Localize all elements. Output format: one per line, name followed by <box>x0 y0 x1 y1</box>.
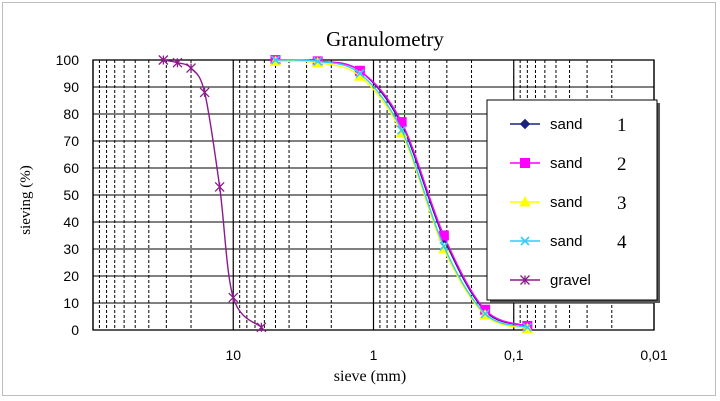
x-axis-title: sieve (mm) <box>334 368 406 385</box>
data-point <box>438 230 449 241</box>
x-tick-label: 0,01 <box>640 347 667 363</box>
legend-marker <box>519 195 531 207</box>
x-tick-label: 1 <box>370 347 378 363</box>
legend-label: sand <box>550 233 583 250</box>
x-tick-label: 10 <box>225 347 241 363</box>
data-point <box>522 322 532 332</box>
legend-item: gravel <box>510 272 591 289</box>
data-point <box>199 87 210 98</box>
y-tick-label: 50 <box>63 187 79 203</box>
series-gravel <box>158 55 267 333</box>
data-point <box>355 68 365 79</box>
legend-item: sand 2 <box>510 154 627 175</box>
legend <box>486 99 658 301</box>
legend-number: 4 <box>617 232 627 253</box>
y-tick-label: 60 <box>63 160 79 176</box>
legend-label: sand <box>550 155 583 172</box>
y-tick-label: 70 <box>63 133 79 149</box>
legend-item: sand 1 <box>510 115 627 136</box>
data-point <box>214 181 225 192</box>
y-tick-label: 90 <box>63 79 79 95</box>
chart-title: Granulometry <box>326 27 444 51</box>
y-tick-label: 20 <box>63 268 79 284</box>
y-axis-title: sieving (%) <box>18 165 34 235</box>
data-point <box>228 292 239 303</box>
legend-label: gravel <box>550 272 591 289</box>
data-point <box>256 322 267 333</box>
y-tick-label: 0 <box>71 322 79 338</box>
data-point <box>396 117 407 128</box>
legend-item: sand 4 <box>510 232 627 253</box>
data-point <box>480 309 490 319</box>
series-sand4 <box>270 55 532 332</box>
y-tick-label: 80 <box>63 106 79 122</box>
legend-label: sand <box>550 194 583 211</box>
data-point <box>186 63 196 74</box>
y-tick-label: 40 <box>63 214 79 230</box>
legend-number: 3 <box>617 193 627 214</box>
data-point <box>270 55 281 65</box>
legend-number: 2 <box>617 154 627 175</box>
y-tick-label: 10 <box>63 295 79 311</box>
legend-number: 1 <box>617 115 627 136</box>
data-point <box>172 57 183 68</box>
x-tick-label: 0,1 <box>504 347 524 363</box>
legend-item: sand 3 <box>510 193 627 214</box>
y-tick-label: 30 <box>63 241 79 257</box>
legend-marker <box>520 236 530 246</box>
legend-label: sand <box>550 116 583 133</box>
legend-marker <box>520 275 530 285</box>
data-point <box>158 55 169 65</box>
data-point <box>439 241 449 251</box>
legend-marker <box>519 118 531 130</box>
y-tick-label: 100 <box>56 52 80 68</box>
legend-marker <box>520 158 530 168</box>
data-point <box>397 125 407 135</box>
data-point <box>313 56 323 66</box>
